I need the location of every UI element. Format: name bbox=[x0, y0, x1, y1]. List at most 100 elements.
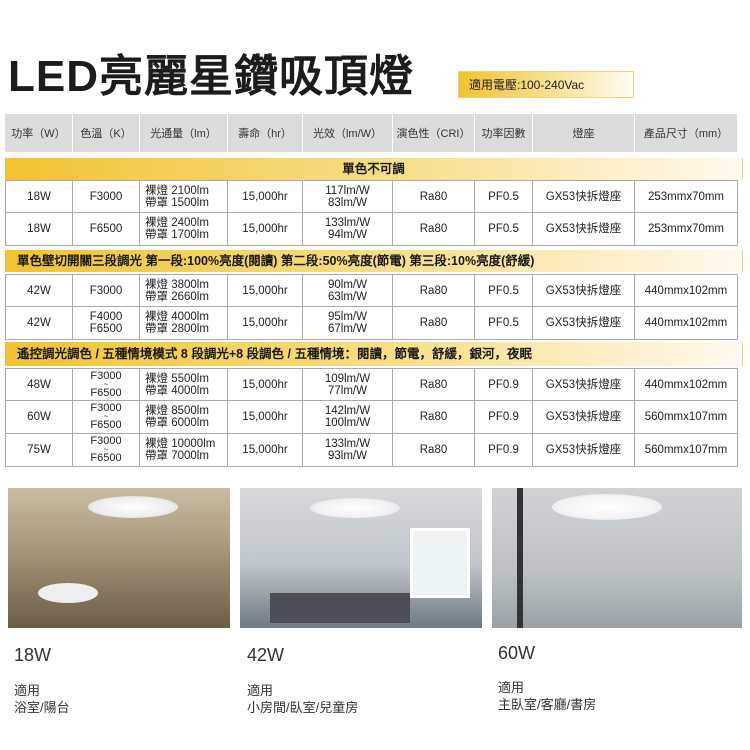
power-cell: 42W bbox=[5, 275, 73, 306]
table-row: 60W F3000 ~ F6500 裸燈 8500lm 帶罩 6000lm 15,000hr… bbox=[5, 401, 738, 434]
cct-cell-line: F6500 bbox=[90, 419, 122, 431]
lumen-cell-line: 裸燈 4000lm bbox=[145, 311, 209, 323]
size-cell: 560mmx107mm bbox=[635, 401, 738, 433]
lumen-cell-line: 帶罩 2800lm bbox=[145, 323, 209, 335]
lumen-cell: 裸燈 4000lm 帶罩 2800lm bbox=[140, 307, 228, 339]
sink-shape bbox=[38, 583, 98, 603]
efficacy-cell-line: 83lm/W bbox=[328, 196, 367, 209]
base-cell: GX53快拆燈座 bbox=[533, 369, 635, 400]
pf-cell: PF0.5 bbox=[475, 275, 533, 306]
cri-cell: Ra80 bbox=[393, 307, 475, 339]
cct-cell-line: F6500 bbox=[90, 386, 122, 399]
table-row: 75W F3000 ~ F6500 裸燈 10000lm 帶罩 7000lm 15,000h… bbox=[5, 434, 738, 467]
header-cell: 光通量（lm） bbox=[140, 114, 228, 152]
life-cell: 15,000hr bbox=[228, 213, 303, 245]
cct-cell: F4000 F6500 bbox=[73, 307, 140, 339]
base-cell: GX53快拆燈座 bbox=[533, 275, 635, 306]
header-cell: 色溫（K） bbox=[73, 114, 140, 152]
header-cell: 功率因數 bbox=[475, 114, 533, 152]
power-cell: 48W bbox=[5, 369, 73, 400]
photo-bedroom bbox=[240, 488, 482, 628]
lumen-cell-line: 裸燈 5500lm bbox=[145, 372, 209, 385]
header-cell: 演色性（CRI） bbox=[393, 114, 475, 152]
window-shape bbox=[410, 528, 470, 598]
section-band: 遙控調光調色 / 五種情境模式 8 段調光+8 段調色 / 五種情境：閱讀，節電… bbox=[5, 342, 743, 366]
cct-cell: F3000 ~ F6500 bbox=[73, 369, 140, 400]
lumen-cell-line: 帶罩 2660lm bbox=[145, 290, 209, 303]
pf-cell: PF0.9 bbox=[475, 369, 533, 400]
cct-cell-line: F6500 bbox=[89, 223, 123, 235]
cct-cell-line: F3000 bbox=[89, 284, 123, 297]
size-cell: 560mmx107mm bbox=[635, 434, 738, 466]
base-cell: GX53快拆燈座 bbox=[533, 434, 635, 466]
header-cell: 光效（lm/W） bbox=[303, 114, 393, 152]
efficacy-cell-line: 67lm/W bbox=[328, 323, 367, 335]
efficacy-cell: 133lm/W 93lm/W bbox=[303, 434, 393, 466]
header-cell: 壽命（hr） bbox=[228, 114, 303, 152]
size-cell: 253mmx70mm bbox=[635, 181, 738, 212]
power-cell: 60W bbox=[5, 401, 73, 433]
table-row: 42W F4000 F6500 裸燈 4000lm 帶罩 2800lm 15,000hr 9… bbox=[5, 307, 738, 340]
life-cell: 15,000hr bbox=[228, 434, 303, 466]
header-cell: 功率（W） bbox=[5, 114, 73, 152]
table-header: 功率（W） 色溫（K） 光通量（lm） 壽命（hr） 光效（lm/W） 演色性（… bbox=[5, 114, 738, 152]
voltage-badge: 適用電壓:100-240Vac bbox=[458, 71, 634, 98]
use-rooms: 主臥室/客廳/書房 bbox=[498, 697, 597, 712]
efficacy-cell: 117lm/W 83lm/W bbox=[303, 181, 393, 212]
table-row: 42W F3000 裸燈 3800lm 帶罩 2660lm 15,000hr 90lm/W… bbox=[5, 274, 738, 307]
efficacy-cell-line: 142lm/W bbox=[324, 405, 371, 417]
cct-cell-line: F4000 bbox=[89, 311, 123, 323]
power-cell: 18W bbox=[5, 213, 73, 245]
section-band: 單色壁切開關三段調光 第一段:100%亮度(閱讀) 第二段:50%亮度(節電) … bbox=[5, 250, 743, 272]
table-row: 18W F6500 裸燈 2400lm 帶罩 1700lm 15,000hr 133lm/… bbox=[5, 213, 738, 246]
efficacy-cell: 142lm/W 100lm/W bbox=[303, 401, 393, 433]
efficacy-cell: 90lm/W 63lm/W bbox=[303, 275, 393, 306]
pf-cell: PF0.5 bbox=[475, 307, 533, 339]
lumen-cell: 裸燈 2100lm 帶罩 1500lm bbox=[140, 181, 228, 212]
lumen-cell-line: 裸燈 10000lm bbox=[145, 438, 216, 450]
bed-shape bbox=[270, 593, 410, 623]
size-cell: 253mmx70mm bbox=[635, 213, 738, 245]
cct-cell: F3000 ~ F6500 bbox=[73, 401, 140, 433]
efficacy-cell: 133lm/W 94lm/W bbox=[303, 213, 393, 245]
power-cell: 75W bbox=[5, 434, 73, 466]
cct-cell-line: ~ bbox=[103, 379, 109, 389]
cct-cell-line: F3000 bbox=[90, 369, 122, 382]
use-rooms: 小房間/臥室/兒童房 bbox=[247, 700, 359, 715]
use-rooms: 浴室/陽台 bbox=[14, 700, 70, 715]
base-cell: GX53快拆燈座 bbox=[533, 307, 635, 339]
cct-cell-line: F3000 bbox=[90, 435, 122, 447]
ceiling-lamp-icon bbox=[310, 498, 400, 518]
efficacy-cell-line: 77lm/W bbox=[328, 384, 367, 397]
efficacy-cell-line: 109lm/W bbox=[324, 372, 371, 385]
page-title: LED亮麗星鑽吸頂燈 bbox=[8, 52, 414, 101]
table-row: 48W F3000 ~ F6500 裸燈 5500lm 帶罩 4000lm 15,000hr… bbox=[5, 368, 738, 401]
header-cell: 產品尺寸（mm） bbox=[635, 114, 738, 152]
use-label: 適用 bbox=[247, 683, 274, 698]
pf-cell: PF0.5 bbox=[475, 181, 533, 212]
ceiling-lamp-icon bbox=[552, 494, 662, 520]
pf-cell: PF0.9 bbox=[475, 401, 533, 433]
cri-cell: Ra80 bbox=[393, 369, 475, 400]
photo-bathroom bbox=[8, 488, 230, 628]
efficacy-cell-line: 100lm/W bbox=[324, 417, 371, 429]
lumen-cell: 裸燈 5500lm 帶罩 4000lm bbox=[140, 369, 228, 400]
efficacy-cell-line: 90lm/W bbox=[328, 278, 367, 291]
header-cell: 燈座 bbox=[533, 114, 635, 152]
cri-cell: Ra80 bbox=[393, 213, 475, 245]
lumen-cell-line: 帶罩 1500lm bbox=[145, 196, 209, 209]
efficacy-cell-line: 94lm/W bbox=[328, 229, 367, 241]
lumen-cell-line: 裸燈 8500lm bbox=[145, 405, 209, 417]
photo-watt-label: 60W bbox=[498, 643, 536, 663]
life-cell: 15,000hr bbox=[228, 401, 303, 433]
efficacy-cell-line: 133lm/W bbox=[324, 438, 371, 450]
photo-watt-label: 42W bbox=[247, 645, 285, 665]
base-cell: GX53快拆燈座 bbox=[533, 213, 635, 245]
lumen-cell-line: 帶罩 7000lm bbox=[145, 450, 209, 462]
pf-cell: PF0.5 bbox=[475, 213, 533, 245]
section-band: 單色不可調 bbox=[5, 158, 743, 180]
lumen-cell: 裸燈 10000lm 帶罩 7000lm bbox=[140, 434, 228, 466]
cct-cell-line: F6500 bbox=[90, 452, 122, 464]
efficacy-cell: 109lm/W 77lm/W bbox=[303, 369, 393, 400]
lumen-cell-line: 裸燈 2100lm bbox=[145, 184, 209, 197]
